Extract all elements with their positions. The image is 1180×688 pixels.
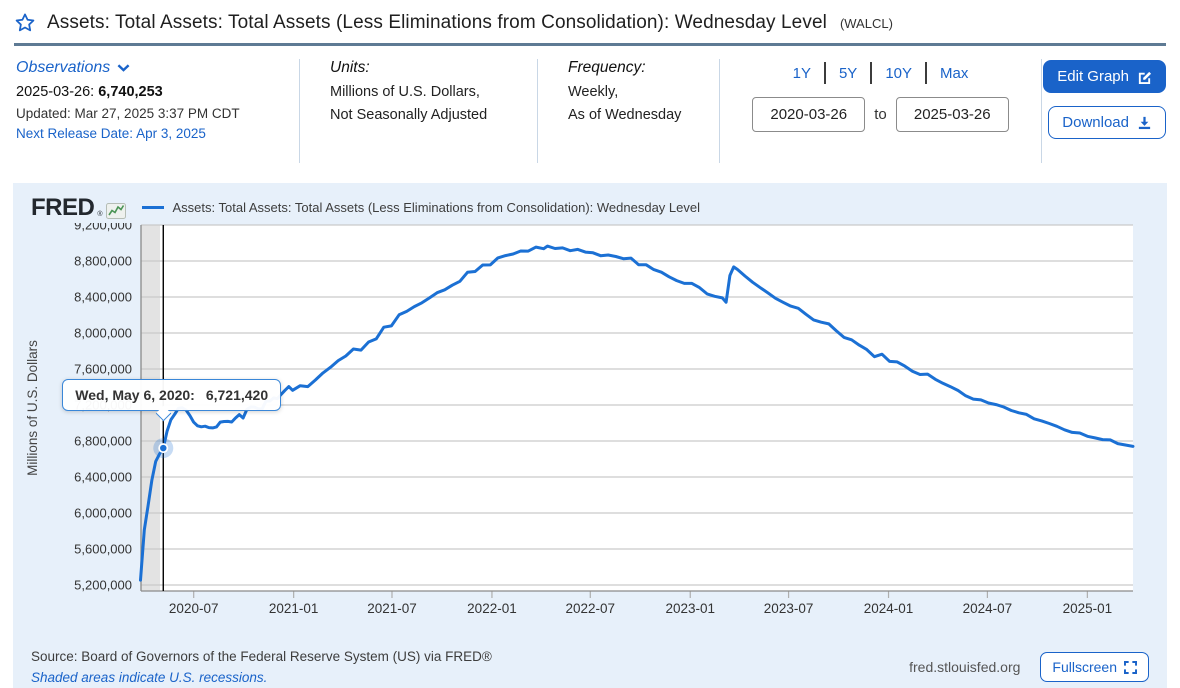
x-tick-label: 2021-01 bbox=[269, 601, 319, 616]
y-tick-label: 9,200,000 bbox=[74, 223, 132, 233]
units-panel: Units: Millions of U.S. Dollars, Not Sea… bbox=[300, 59, 538, 163]
updated-timestamp: Updated: Mar 27, 2025 3:37 PM CDT bbox=[16, 106, 240, 121]
chart-card: FRED ® Assets: Total Assets: Total Asset… bbox=[13, 183, 1167, 688]
fred-logo-registered: ® bbox=[97, 210, 103, 218]
legend-line-swatch bbox=[141, 206, 164, 209]
y-tick-label: 5,600,000 bbox=[74, 542, 132, 557]
frequency-panel: Frequency: Weekly, As of Wednesday bbox=[538, 59, 720, 163]
x-tick-label: 2025-01 bbox=[1063, 601, 1113, 616]
y-tick-label: 6,800,000 bbox=[74, 434, 132, 449]
y-axis-title: Millions of U.S. Dollars bbox=[25, 340, 40, 476]
x-tick-label: 2024-07 bbox=[963, 601, 1013, 616]
x-tick-label: 2021-07 bbox=[367, 601, 417, 616]
x-tick-label: 2023-07 bbox=[764, 601, 814, 616]
chart-tooltip: Wed, May 6, 2020: 6,721,420 bbox=[62, 379, 282, 412]
data-line bbox=[139, 244, 1135, 582]
fred-logo[interactable]: FRED ® bbox=[31, 193, 126, 221]
chevron-down-icon bbox=[117, 64, 130, 72]
footer-right: fred.stlouisfed.org Fullscreen bbox=[909, 652, 1149, 685]
observations-dropdown[interactable]: Observations bbox=[16, 59, 299, 77]
recession-note-link[interactable]: Shaded areas indicate U.S. recessions. bbox=[31, 670, 268, 685]
units-label: Units: bbox=[330, 59, 370, 76]
y-tick-label: 8,800,000 bbox=[74, 254, 132, 269]
x-tick-label: 2022-07 bbox=[566, 601, 616, 616]
title-divider bbox=[14, 43, 1166, 46]
range-preset-max[interactable]: Max bbox=[940, 64, 969, 82]
range-panel: 1Y 5Y 10Y Max to bbox=[720, 59, 1042, 163]
download-icon bbox=[1137, 115, 1152, 130]
series-id: (WALCL) bbox=[839, 15, 893, 31]
chart-footer: Source: Board of Governors of the Federa… bbox=[23, 643, 1157, 685]
x-tick-label: 2022-01 bbox=[467, 601, 517, 616]
observations-panel: Observations 2025-03-26: 6,740,253 Updat… bbox=[0, 59, 300, 163]
y-tick-label: 6,000,000 bbox=[74, 506, 132, 521]
latest-observation: 2025-03-26: 6,740,253 bbox=[16, 84, 299, 100]
preset-separator bbox=[823, 62, 826, 84]
preset-separator bbox=[870, 62, 873, 84]
page-header: Assets: Total Assets: Total Assets (Less… bbox=[0, 0, 1180, 34]
units-line2: Not Seasonally Adjusted bbox=[330, 107, 488, 123]
y-tick-label: 8,400,000 bbox=[74, 290, 132, 305]
next-release-link[interactable]: Next Release Date: Apr 3, 2025 bbox=[16, 126, 206, 141]
range-preset-5y[interactable]: 5Y bbox=[838, 64, 858, 82]
site-url: fred.stlouisfed.org bbox=[909, 659, 1021, 675]
range-presets: 1Y 5Y 10Y Max bbox=[780, 62, 982, 84]
latest-observation-value: 6,740,253 bbox=[98, 84, 163, 100]
end-date-input[interactable] bbox=[895, 97, 1009, 132]
observations-label: Observations bbox=[16, 59, 111, 76]
x-tick-label: 2024-01 bbox=[864, 601, 914, 616]
fullscreen-button[interactable]: Fullscreen bbox=[1040, 652, 1149, 682]
legend-label: Assets: Total Assets: Total Assets (Less… bbox=[172, 200, 700, 215]
download-label: Download bbox=[1062, 114, 1129, 131]
preset-separator bbox=[925, 62, 928, 84]
tooltip-value: 6,721,420 bbox=[205, 387, 269, 404]
fullscreen-label: Fullscreen bbox=[1052, 659, 1117, 675]
source-block: Source: Board of Governors of the Federa… bbox=[31, 649, 492, 685]
range-preset-1y[interactable]: 1Y bbox=[792, 64, 811, 82]
edit-graph-button[interactable]: Edit Graph bbox=[1043, 60, 1166, 93]
chart-header-row: FRED ® Assets: Total Assets: Total Asset… bbox=[23, 191, 1157, 223]
y-tick-label: 7,600,000 bbox=[74, 362, 132, 377]
y-tick-label: 6,400,000 bbox=[74, 470, 132, 485]
info-bar: Observations 2025-03-26: 6,740,253 Updat… bbox=[0, 46, 1180, 169]
actions-panel: Edit Graph Download bbox=[1042, 59, 1180, 163]
range-preset-10y[interactable]: 10Y bbox=[885, 64, 913, 82]
latest-observation-date: 2025-03-26: bbox=[16, 84, 95, 100]
fullscreen-icon bbox=[1124, 660, 1137, 674]
highlight-point[interactable] bbox=[160, 444, 167, 452]
frequency-line2: As of Wednesday bbox=[568, 107, 682, 123]
y-tick-label: 8,000,000 bbox=[74, 326, 132, 341]
x-tick-label: 2023-01 bbox=[665, 601, 715, 616]
x-tick-label: 2020-07 bbox=[169, 601, 219, 616]
tooltip-date: Wed, May 6, 2020: bbox=[75, 387, 195, 404]
fred-sparkline-icon bbox=[105, 202, 126, 219]
edit-graph-label: Edit Graph bbox=[1057, 68, 1129, 85]
plot-background bbox=[141, 225, 1133, 591]
units-line1: Millions of U.S. Dollars, bbox=[330, 84, 480, 100]
chart-plot-area[interactable]: 9,200,000 8,800,000 8,400,000 8,000,000 7,60… bbox=[23, 223, 1157, 643]
frequency-label: Frequency: bbox=[568, 59, 646, 76]
start-date-input[interactable] bbox=[752, 97, 866, 132]
download-button[interactable]: Download bbox=[1048, 106, 1166, 139]
edit-icon bbox=[1137, 69, 1152, 84]
chart-legend: Assets: Total Assets: Total Assets (Less… bbox=[141, 200, 700, 215]
fred-logo-text: FRED bbox=[31, 193, 95, 221]
date-range-to-label: to bbox=[874, 106, 887, 123]
chart-svg: 9,200,000 8,800,000 8,400,000 8,000,000 7,60… bbox=[25, 223, 1135, 616]
y-tick-label: 5,200,000 bbox=[74, 578, 132, 593]
frequency-line1: Weekly, bbox=[568, 84, 619, 100]
favorite-star-icon[interactable] bbox=[14, 12, 36, 34]
page-title: Assets: Total Assets: Total Assets (Less… bbox=[47, 12, 827, 33]
source-text: Source: Board of Governors of the Federa… bbox=[31, 649, 492, 664]
